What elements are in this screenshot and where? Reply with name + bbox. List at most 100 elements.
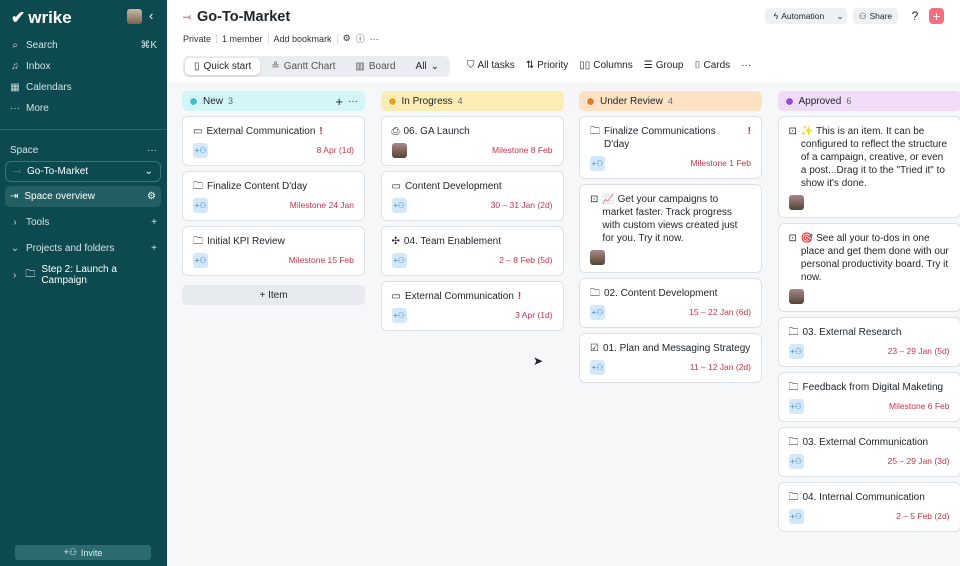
tab-quick-start[interactable]: ▯ Quick start — [185, 58, 261, 75]
add-assignee-icon[interactable]: +⚇ — [391, 308, 407, 323]
add-assignee-icon[interactable]: +⚇ — [788, 509, 804, 524]
task-card[interactable]: 🗀 03. External Communication +⚇ 25 – 29 Jan… — [777, 427, 960, 477]
task-card[interactable]: ⊡ 📈 Get your campaigns to market faster. … — [579, 184, 762, 273]
sidebar-item-space-overview[interactable]: ⇥ Space overview ⚙ — [5, 186, 161, 207]
add-item-button[interactable]: + Item — [182, 285, 365, 305]
task-card[interactable]: 🗀 Finalize Communications D'day ! +⚇ Milest… — [579, 116, 762, 179]
card-title: Content Development — [404, 181, 502, 192]
task-card[interactable]: ▭ Content Development +⚇ 30 – 31 Jan (2d) — [380, 171, 564, 221]
task-type-icon: 🗀 — [788, 327, 799, 338]
task-card[interactable]: 🗀 Finalize Content D'day +⚇ Milestone 24 Ja… — [182, 171, 365, 221]
automation-dropdown[interactable]: ⌄ — [833, 8, 847, 24]
sidebar-item-tools[interactable]: › Tools + — [10, 217, 157, 228]
task-card[interactable]: 🗀 02. Content Development +⚇ 15 – 22 Jan (6… — [579, 278, 762, 328]
columns-icon: ▯▯ — [579, 60, 591, 71]
more-icon[interactable]: ··· — [741, 60, 752, 71]
more-icon[interactable]: ··· — [369, 33, 379, 44]
plus-icon: + — [932, 8, 941, 24]
task-card[interactable]: ☑ 01. Plan and Messaging Strategy +⚇ 11 – 1… — [579, 333, 762, 383]
add-assignee-icon[interactable]: +⚇ — [391, 253, 407, 268]
add-assignee-icon[interactable]: +⚇ — [590, 156, 605, 171]
add-assignee-icon[interactable]: +⚇ — [193, 143, 208, 158]
task-card[interactable]: 🗀 Initial KPI Review +⚇ Milestone 15 Feb — [182, 226, 365, 276]
more-icon[interactable]: ··· — [147, 145, 157, 156]
more-icon[interactable]: ··· — [348, 95, 358, 107]
task-card[interactable]: 🗀 03. External Research +⚇ 23 – 29 Jan (5d) — [777, 317, 960, 367]
user-avatar[interactable] — [127, 9, 142, 24]
page-title: ⤙ Go-To-Market — [183, 9, 291, 25]
task-type-icon: ✣ — [391, 236, 400, 247]
card-title-row: 🗀 03. External Research — [789, 326, 950, 339]
gear-icon[interactable]: ⚙ — [342, 33, 351, 43]
task-card[interactable]: ✣ 04. Team Enablement +⚇ 2 – 8 Feb (5d) — [380, 226, 564, 276]
task-type-icon: ⎙ — [391, 126, 400, 137]
task-card[interactable]: ⊡ ✨ This is an item. It can be configured… — [777, 116, 960, 218]
collapse-sidebar-icon[interactable]: ‹ — [149, 8, 154, 23]
urgent-icon: ! — [517, 291, 522, 302]
card-title-row: ⊡ 🎯 See all your to-dos in one place and … — [789, 232, 950, 284]
sidebar-item-calendars[interactable]: ▦ Calendars — [10, 82, 157, 93]
group-button[interactable]: ☰ Group — [643, 60, 684, 71]
space-select[interactable]: ⤙ Go-To-Market ⌄ — [5, 161, 161, 182]
gear-icon[interactable]: ⚙ — [147, 191, 156, 202]
card-title: Finalize Communications D'day — [604, 126, 716, 150]
sidebar-item-more[interactable]: ··· More — [10, 103, 157, 114]
share-button[interactable]: ⚇ Share — [853, 8, 898, 24]
add-assignee-icon[interactable]: +⚇ — [391, 198, 407, 213]
task-card[interactable]: 🗀 Feedback from Digital Maketing +⚇ Milesto… — [777, 372, 960, 422]
sidebar-item-inbox[interactable]: ♫ Inbox — [10, 61, 157, 72]
board-tools: ⛉ All tasks ⇅ Priority ▯▯ Columns ☰ Group ⌷ C… — [467, 60, 751, 71]
info-icon[interactable]: ⓘ — [355, 34, 365, 44]
column-under-review: Under Review 4 🗀 Finalize Communications D'… — [579, 91, 762, 383]
task-card[interactable]: ⊡ 🎯 See all your to-dos in one place and … — [777, 223, 960, 312]
sort-button[interactable]: ⇅ Priority — [525, 60, 569, 71]
add-assignee-icon[interactable]: +⚇ — [590, 305, 605, 320]
task-card[interactable]: ⎙ 06. GA Launch Milestone 8 Feb — [380, 116, 564, 166]
sidebar-item-project[interactable]: › 🗀 Step 2: Launch a Campaign — [10, 264, 157, 286]
sidebar-item-projects[interactable]: ⌄ Projects and folders + — [10, 243, 157, 254]
task-type-icon: ⊡ — [788, 126, 797, 137]
card-title: Finalize Content D'day — [207, 181, 308, 192]
task-card[interactable]: ▭ External Communication ! +⚇ 8 Apr (1d) — [182, 116, 365, 166]
add-assignee-icon[interactable]: +⚇ — [788, 454, 804, 469]
card-footer: +⚇ 2 – 8 Feb (5d) — [391, 253, 553, 268]
card-title: External Communication — [206, 126, 316, 137]
help-button[interactable]: ? — [907, 8, 923, 24]
view-tabs: ▯ Quick start ≗ Gantt Chart ▥ Board All ⌄ — [183, 56, 451, 77]
card-date: 30 – 31 Jan (2d) — [490, 200, 553, 210]
column-header: In Progress 4 — [380, 91, 564, 111]
tab-gantt-chart[interactable]: ≗ Gantt Chart — [271, 61, 336, 72]
assignee-avatar[interactable] — [788, 195, 804, 210]
add-assignee-icon[interactable]: +⚇ — [788, 344, 804, 359]
task-card[interactable]: ▭ External Communication ! +⚇ 3 Apr (1d) — [380, 281, 564, 331]
assignee-avatar[interactable] — [788, 289, 804, 304]
card-date: Milestone 8 Feb — [492, 145, 553, 155]
cards-button[interactable]: ⌷ Cards — [694, 60, 731, 71]
card-title: 03. External Communication — [802, 437, 929, 448]
columns-button[interactable]: ▯▯ Columns — [579, 60, 633, 71]
add-assignee-icon[interactable]: +⚇ — [193, 198, 208, 213]
add-icon[interactable]: + — [335, 93, 343, 109]
tab-board[interactable]: ▥ Board — [355, 61, 396, 72]
filter-button[interactable]: ⛉ All tasks — [467, 60, 515, 71]
task-card[interactable]: 🗀 04. Internal Communication +⚇ 2 – 5 Feb (… — [777, 482, 960, 532]
all-views-dropdown[interactable]: All ⌄ — [415, 61, 440, 72]
sidebar-item-label: More — [26, 103, 49, 114]
sidebar-item-search[interactable]: ⌕ Search ⌘K — [10, 40, 157, 51]
create-button[interactable]: + — [929, 8, 944, 24]
add-assignee-icon[interactable]: +⚇ — [193, 253, 208, 268]
card-footer: +⚇ 3 Apr (1d) — [391, 308, 553, 323]
column-count: 3 — [228, 96, 234, 106]
add-icon[interactable]: + — [151, 243, 157, 254]
add-assignee-icon[interactable]: +⚇ — [788, 399, 804, 414]
add-assignee-icon[interactable]: +⚇ — [590, 360, 605, 375]
add-icon[interactable]: + — [151, 217, 157, 228]
column-name: New — [203, 95, 224, 107]
card-title: ✨ This is an item. It can be configured … — [800, 126, 948, 189]
wrike-logo[interactable]: ✔ wrike — [11, 8, 72, 27]
automation-button[interactable]: ϟ Automation — [765, 8, 833, 24]
assignee-avatar[interactable] — [590, 250, 605, 265]
card-title: 🎯 See all your to-dos in one place and g… — [800, 233, 949, 283]
invite-button[interactable]: +⚇ Invite — [15, 545, 151, 560]
assignee-avatar[interactable] — [391, 143, 407, 158]
